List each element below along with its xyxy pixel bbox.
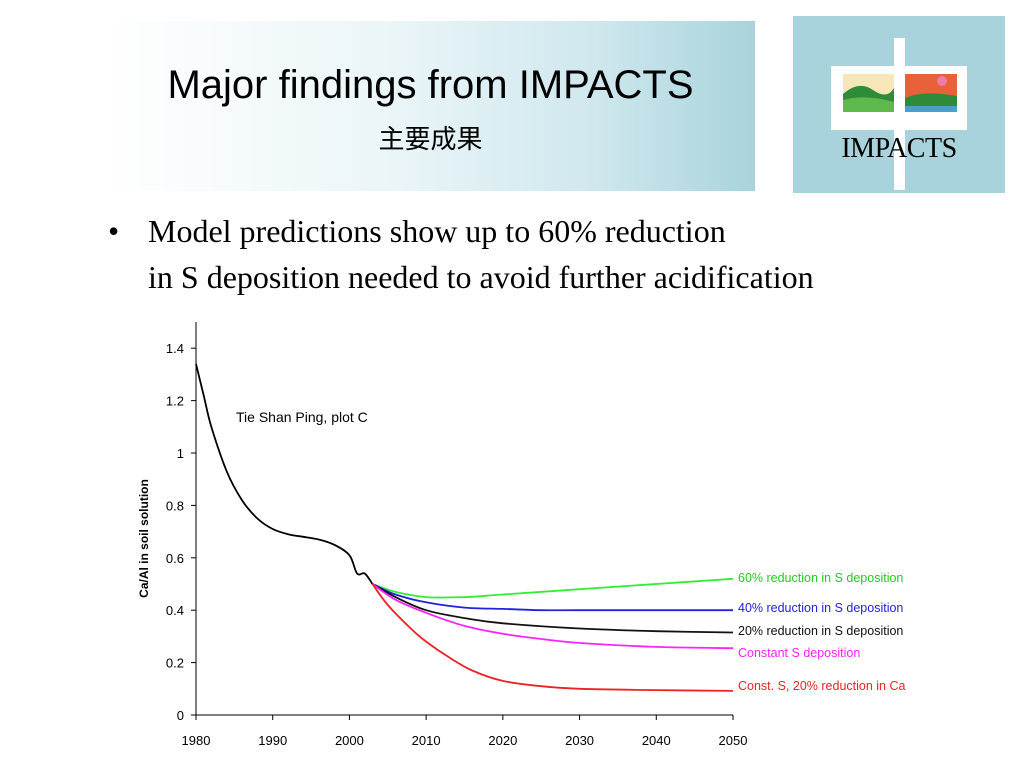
series-label-5: Const. S, 20% reduction in Ca (738, 679, 905, 693)
series-label-4: Constant S deposition (738, 646, 860, 660)
title-banner: Major findings from IMPACTS 主要成果 (106, 21, 755, 191)
y-tick-label: 0.4 (166, 603, 184, 618)
impacts-logo: IMPACTS (793, 16, 1005, 193)
y-tick-label: 0.6 (166, 551, 184, 566)
series-label-2: 40% reduction in S deposition (738, 601, 903, 615)
y-tick-label: 0.8 (166, 498, 184, 513)
x-tick-label: 1990 (258, 733, 287, 748)
series-line-5 (371, 583, 734, 692)
historical-series-line (195, 363, 374, 585)
y-tick-label: 0 (177, 708, 184, 723)
bullet-text-line-1: Model predictions show up to 60% reducti… (148, 213, 726, 249)
x-tick-label: 2030 (565, 733, 594, 748)
series-line-2 (372, 583, 733, 612)
series-label-1: 60% reduction in S deposition (738, 571, 903, 585)
chart-annotation: Tie Shan Ping, plot C (236, 409, 368, 425)
y-tick-label: 0.2 (166, 656, 184, 671)
series-line-3 (371, 583, 734, 634)
x-tick-label: 2040 (642, 733, 671, 748)
bullet-text-line-2: in S deposition needed to avoid further … (148, 259, 814, 295)
y-tick-label: 1 (177, 446, 184, 461)
series-line-1 (372, 577, 734, 599)
logo-graphic (831, 38, 967, 190)
x-tick-label: 1980 (182, 733, 211, 748)
bullet-dot: • (108, 213, 120, 249)
y-tick-label: 1.2 (166, 394, 184, 409)
series-line-4 (371, 583, 734, 650)
series-label-3: 20% reduction in S deposition (738, 624, 903, 638)
y-tick-label: 1.4 (166, 341, 184, 356)
x-tick-label: 2000 (335, 733, 364, 748)
slide-subtitle: 主要成果 (378, 125, 483, 155)
slide-title: Major findings from IMPACTS (167, 63, 694, 107)
logo-text: IMPACTS (841, 133, 957, 164)
x-tick-label: 2020 (488, 733, 517, 748)
x-tick-label: 2050 (719, 733, 748, 748)
y-axis-label: Ca/Al in soil solution (137, 479, 151, 598)
x-tick-label: 2010 (412, 733, 441, 748)
